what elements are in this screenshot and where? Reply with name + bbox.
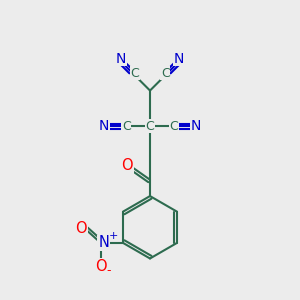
Text: +: +: [109, 231, 118, 241]
Text: O: O: [122, 158, 133, 173]
Text: O: O: [95, 259, 106, 274]
Text: -: -: [107, 264, 111, 277]
Text: N: N: [116, 52, 126, 66]
Text: N: N: [98, 236, 109, 250]
Text: N: N: [191, 119, 201, 133]
Text: C: C: [130, 67, 139, 80]
Text: C: C: [146, 120, 154, 133]
Text: C: C: [161, 67, 170, 80]
Text: N: N: [174, 52, 184, 66]
Text: O: O: [76, 220, 87, 236]
Text: C: C: [169, 120, 178, 133]
Text: N: N: [99, 119, 109, 133]
Text: C: C: [122, 120, 130, 133]
